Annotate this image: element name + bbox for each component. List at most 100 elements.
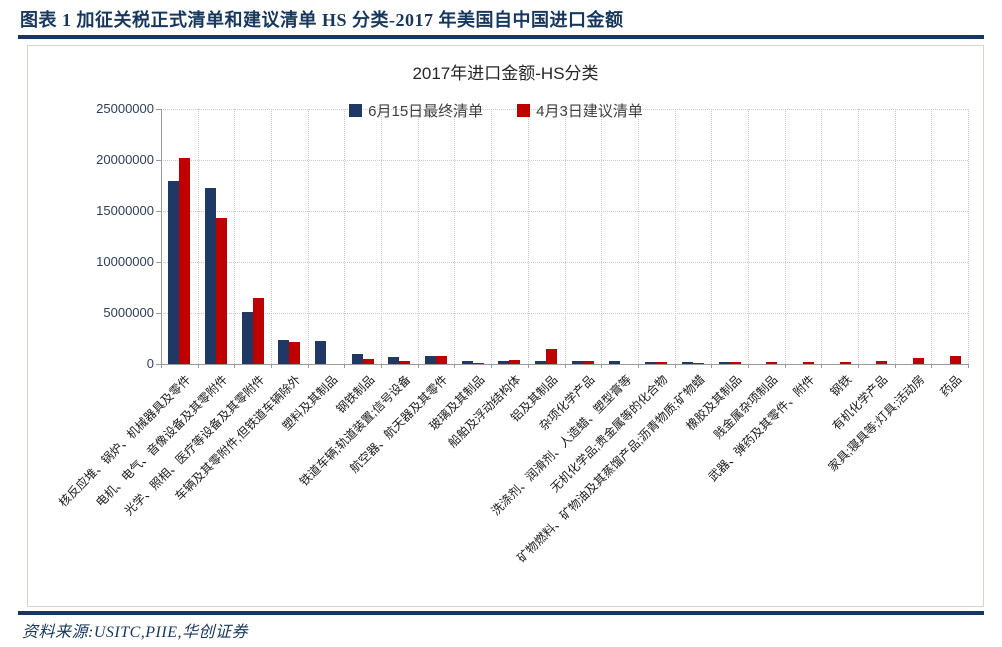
y-axis-label: 10000000 bbox=[96, 254, 154, 269]
gridline-vertical bbox=[564, 109, 566, 364]
bar-proposed-14 bbox=[656, 361, 668, 364]
bar-final-11 bbox=[535, 361, 547, 364]
bar-proposed-15 bbox=[692, 362, 704, 364]
x-axis-label: 钢铁 bbox=[827, 372, 854, 400]
x-axis-line bbox=[156, 364, 968, 365]
y-axis-label: 5000000 bbox=[103, 305, 154, 320]
x-axis-tick bbox=[968, 364, 969, 368]
x-axis-tick bbox=[564, 364, 566, 368]
bar-proposed-18 bbox=[802, 362, 814, 364]
gridline-vertical bbox=[197, 109, 199, 364]
bar-final-13 bbox=[608, 361, 620, 364]
x-axis-tick bbox=[784, 364, 786, 368]
bar-proposed-6 bbox=[362, 358, 374, 364]
x-axis-tick bbox=[527, 364, 529, 368]
y-axis-tick bbox=[156, 160, 161, 161]
bar-proposed-22 bbox=[949, 356, 961, 364]
legend-swatch-blue bbox=[349, 104, 363, 117]
gridline-vertical bbox=[527, 109, 529, 364]
bar-proposed-7 bbox=[399, 361, 411, 364]
y-axis-line bbox=[161, 109, 162, 364]
bar-proposed-20 bbox=[876, 361, 888, 364]
y-axis-label: 0 bbox=[146, 356, 154, 371]
x-axis-label: 药品 bbox=[937, 372, 964, 400]
x-axis-tick bbox=[894, 364, 896, 368]
bar-proposed-16 bbox=[729, 361, 741, 364]
x-axis-tick bbox=[344, 364, 346, 368]
bar-final-7 bbox=[388, 356, 400, 364]
bar-proposed-3 bbox=[252, 297, 264, 364]
x-axis-label: 光学、照相、医疗等设备及其零附件 bbox=[121, 372, 268, 519]
bar-proposed-9 bbox=[472, 362, 484, 364]
gridline-vertical bbox=[894, 109, 896, 364]
legend-item-proposed-list: 4月3日建议清单 bbox=[517, 100, 643, 121]
bar-proposed-2 bbox=[216, 218, 228, 364]
x-axis-tick bbox=[197, 364, 199, 368]
bar-proposed-11 bbox=[546, 349, 558, 364]
bar-final-1 bbox=[168, 181, 180, 364]
plot-area: 0 5000000 10000000 15000000 20000000 25000000… bbox=[56, 101, 969, 565]
gridline-vertical bbox=[381, 109, 383, 364]
gridline-vertical bbox=[931, 109, 933, 364]
legend-label-proposed-list: 4月3日建议清单 bbox=[536, 103, 643, 120]
bar-proposed-1 bbox=[179, 157, 191, 364]
gridline-vertical bbox=[344, 109, 346, 364]
x-axis-tick bbox=[601, 364, 603, 368]
chart-container: 2017年进口金额-HS分类 6月15日最终清单 4月3日建议清单 0 50000… bbox=[27, 45, 984, 607]
gridline-vertical bbox=[637, 109, 639, 364]
bar-final-4 bbox=[278, 339, 290, 364]
gridline-vertical bbox=[857, 109, 859, 364]
legend-item-final-list: 6月15日最终清单 bbox=[349, 100, 483, 121]
bar-proposed-4 bbox=[289, 341, 301, 364]
x-axis-tick bbox=[271, 364, 273, 368]
gridline-vertical bbox=[711, 109, 713, 364]
bar-proposed-21 bbox=[912, 358, 924, 364]
chart-legend: 6月15日最终清单 4月3日建议清单 bbox=[28, 100, 964, 121]
title-divider bbox=[18, 35, 984, 39]
source-note: 资料来源:USITC,PIIE,华创证券 bbox=[22, 624, 248, 641]
x-axis-tick bbox=[381, 364, 383, 368]
gridline-vertical bbox=[821, 109, 823, 364]
bar-proposed-10 bbox=[509, 360, 521, 364]
bar-final-8 bbox=[425, 356, 437, 364]
bar-final-5 bbox=[315, 340, 327, 364]
x-axis-tick bbox=[417, 364, 419, 368]
gridline-vertical bbox=[968, 109, 969, 364]
y-axis-tick bbox=[156, 211, 161, 212]
y-axis-tick bbox=[156, 109, 161, 110]
x-axis-tick bbox=[637, 364, 639, 368]
y-axis-tick bbox=[156, 262, 161, 263]
legend-label-final-list: 6月15日最终清单 bbox=[368, 103, 484, 120]
bar-proposed-19 bbox=[839, 361, 851, 364]
gridline-vertical bbox=[491, 109, 493, 364]
y-axis-label: 25000000 bbox=[96, 101, 154, 116]
bar-final-10 bbox=[498, 361, 510, 364]
legend-swatch-red bbox=[517, 104, 531, 117]
x-axis-tick bbox=[747, 364, 749, 368]
bar-final-16 bbox=[718, 361, 730, 364]
gridline-vertical bbox=[784, 109, 786, 364]
x-axis-tick bbox=[821, 364, 823, 368]
bar-proposed-17 bbox=[766, 361, 778, 364]
gridline-vertical bbox=[234, 109, 236, 364]
gridline-vertical bbox=[674, 109, 676, 364]
y-axis-label: 20000000 bbox=[96, 152, 154, 167]
gridline-vertical bbox=[601, 109, 603, 364]
x-axis-tick bbox=[161, 364, 162, 368]
x-axis-tick bbox=[931, 364, 933, 368]
gridline-vertical bbox=[454, 109, 456, 364]
bar-final-2 bbox=[205, 187, 217, 364]
gridline-vertical bbox=[747, 109, 749, 364]
x-axis-tick bbox=[454, 364, 456, 368]
bar-proposed-8 bbox=[436, 356, 448, 364]
y-axis-tick bbox=[156, 313, 161, 314]
footer-divider bbox=[18, 611, 984, 615]
x-axis-tick bbox=[234, 364, 236, 368]
x-axis-tick bbox=[857, 364, 859, 368]
gridline-vertical bbox=[307, 109, 309, 364]
bar-final-14 bbox=[645, 361, 657, 364]
bar-final-15 bbox=[681, 361, 693, 364]
bar-final-3 bbox=[241, 311, 253, 364]
x-axis-tick bbox=[491, 364, 493, 368]
